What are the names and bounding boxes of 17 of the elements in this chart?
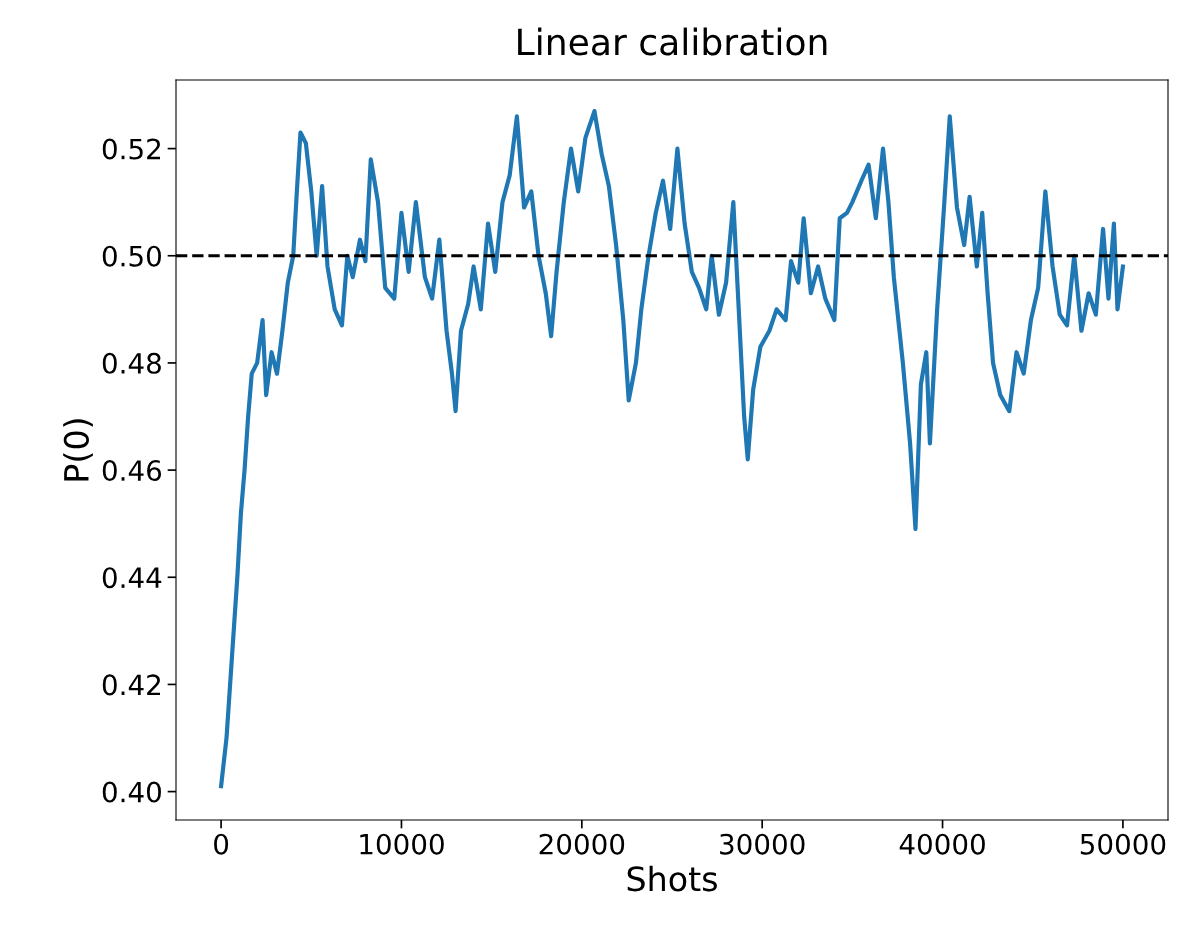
y-tick-label: 0.40 [102, 781, 161, 803]
y-tick-label: 0.44 [102, 567, 162, 589]
x-axis-title: Shots [627, 865, 717, 892]
chart-title: Linear calibration [518, 27, 827, 56]
x-tick-label: 40000 [899, 833, 985, 855]
y-tick-label: 0.42 [102, 674, 161, 696]
line-series [219, 108, 1125, 789]
y-tick-label: 0.48 [102, 352, 161, 374]
y-axis-title: P(0) [63, 419, 93, 481]
x-tick-label: 30000 [720, 833, 805, 855]
x-tick-label: 20000 [539, 833, 625, 855]
x-tick-label: 0 [214, 833, 229, 855]
y-tick-label: 0.52 [102, 138, 161, 160]
x-tick-label: 50000 [1080, 833, 1166, 855]
y-tick-label: 0.46 [102, 460, 162, 482]
y-tick-label: 0.50 [102, 245, 161, 267]
x-tick-label: 10000 [360, 833, 444, 855]
